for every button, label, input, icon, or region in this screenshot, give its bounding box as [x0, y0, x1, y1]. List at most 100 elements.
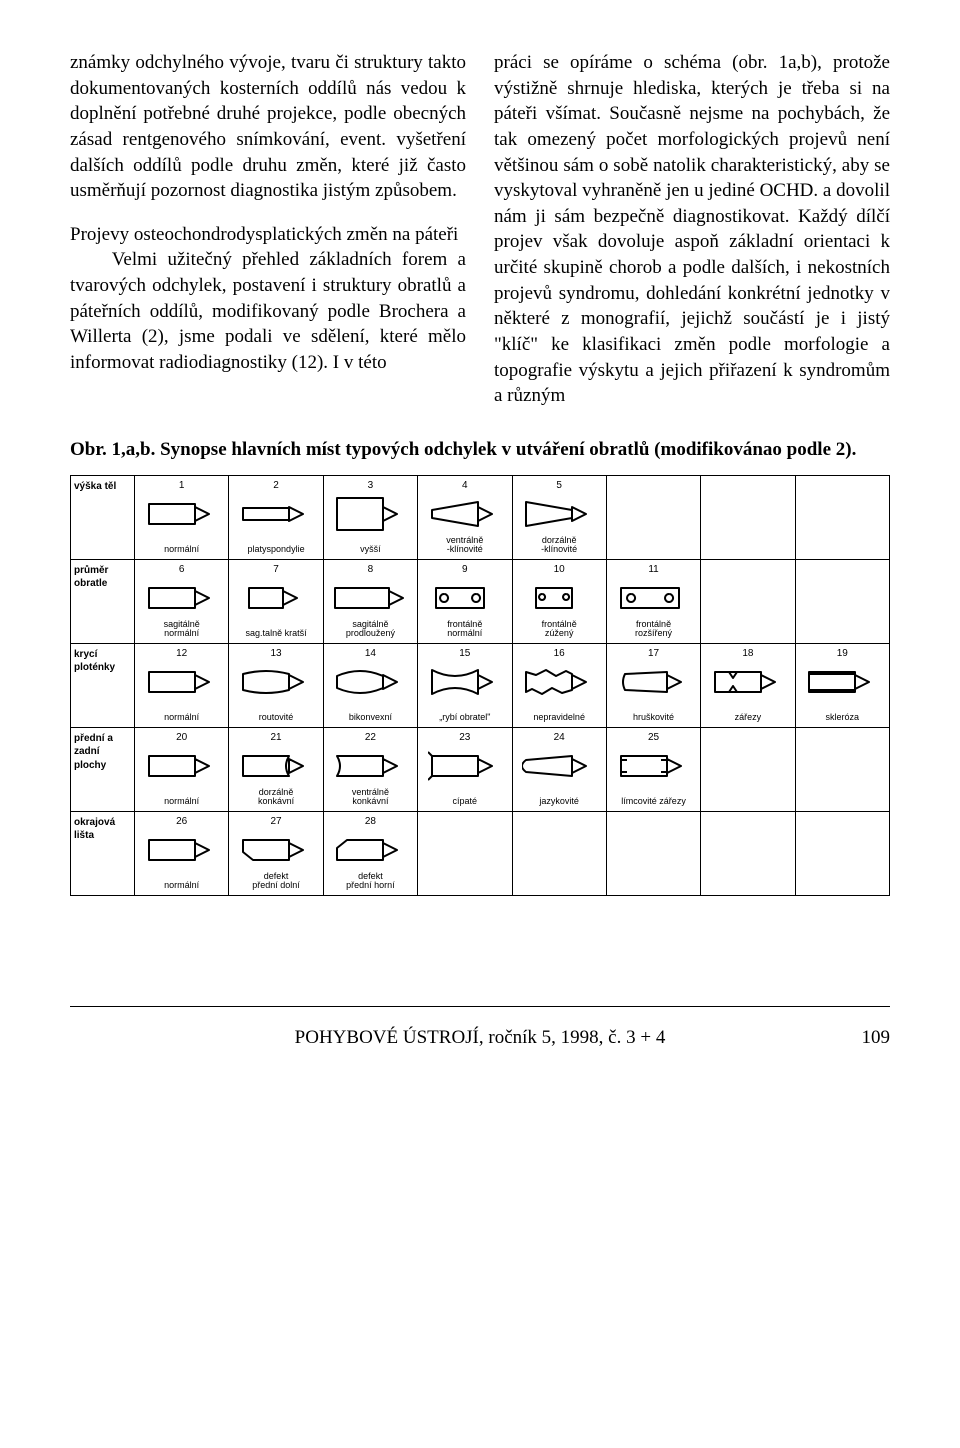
figure-cell-label: ventrálněkonkávní — [326, 788, 415, 807]
figure-cell: 22ventrálněkonkávní — [323, 727, 417, 811]
vertebra-shape-icon — [333, 494, 407, 534]
figure-cell — [606, 811, 700, 895]
figure-cell: 6sagitálněnormální — [135, 559, 229, 643]
vertebra-shape-icon — [522, 494, 596, 534]
figure-cell — [701, 811, 795, 895]
figure-1ab: výška těl1normální2platyspondylie3vyšší4… — [70, 475, 890, 896]
figure-cell: 2platyspondylie — [229, 475, 323, 559]
figure-cell — [701, 727, 795, 811]
figure-cell: 23cípaté — [418, 727, 512, 811]
figure-cell-number: 17 — [648, 647, 659, 661]
figure-cell-label: nepravidelné — [515, 713, 604, 722]
vertebra-shape-icon — [428, 746, 502, 786]
figure-cell: 28 defektpřední horní — [323, 811, 417, 895]
figure-cell-number: 18 — [742, 647, 753, 661]
figure-cell-label: skleróza — [798, 713, 887, 722]
figure-cell: 21 dorzálněkonkávní — [229, 727, 323, 811]
figure-cell-label: sagitálněnormální — [137, 620, 226, 639]
figure-cell-label: jazykovité — [515, 797, 604, 806]
figure-cell-label: cípaté — [420, 797, 509, 806]
figure-cell-number: 2 — [273, 479, 279, 493]
figure-row-head: průměrobratle — [71, 559, 135, 643]
figure-cell-label: bikonvexní — [326, 713, 415, 722]
figure-cell-number: 12 — [176, 647, 187, 661]
figure-cell: 16 nepravidelné — [512, 643, 606, 727]
vertebra-shape-icon — [145, 494, 219, 534]
figure-cell: 10frontálnězúžený — [512, 559, 606, 643]
vertebra-shape-icon — [239, 494, 313, 534]
figure-cell-label: frontálněnormální — [420, 620, 509, 639]
figure-cell-number: 21 — [271, 731, 282, 745]
figure-cell-number: 28 — [365, 815, 376, 829]
figure-cell-label: frontálněrozšířený — [609, 620, 698, 639]
vertebra-shape-icon — [145, 830, 219, 870]
figure-cell: 5dorzálně-klínovité — [512, 475, 606, 559]
vertebra-shape-icon — [239, 662, 313, 702]
figure-cell-number: 16 — [554, 647, 565, 661]
figure-cell-number: 25 — [648, 731, 659, 745]
vertebra-shape-icon — [617, 578, 691, 618]
figure-cell: 9frontálněnormální — [418, 559, 512, 643]
figure-cell: 19 skleróza — [795, 643, 889, 727]
figure-cell-label: normální — [137, 881, 226, 890]
vertebra-shape-icon — [805, 662, 879, 702]
vertebra-shape-icon — [617, 662, 691, 702]
vertebra-shape-icon — [522, 662, 596, 702]
figure-cell-label: „rybí obratel" — [420, 713, 509, 722]
figure-cell — [795, 727, 889, 811]
figure-cell: 18zářezy — [701, 643, 795, 727]
figure-cell: 14 bikonvexní — [323, 643, 417, 727]
figure-row-head: přední azadní plochy — [71, 727, 135, 811]
figure-cell: 7sag.talně kratší — [229, 559, 323, 643]
figure-cell-number: 24 — [554, 731, 565, 745]
figure-cell: 4 ventrálně-klínovité — [418, 475, 512, 559]
figure-cell-label: ventrálně-klínovité — [420, 536, 509, 555]
figure-row-head: okrajoválišta — [71, 811, 135, 895]
figure-cell — [701, 475, 795, 559]
vertebra-shape-icon — [239, 746, 313, 786]
figure-cell-number: 1 — [179, 479, 185, 493]
footer-page-number: 109 — [753, 1025, 890, 1051]
vertebra-shape-icon — [145, 662, 219, 702]
vertebra-shape-icon — [428, 662, 502, 702]
vertebra-shape-icon — [239, 578, 313, 618]
figure-cell-label: dorzálněkonkávní — [231, 788, 320, 807]
text-columns: známky odchylného vývoje, tvaru či struk… — [70, 50, 890, 409]
figure-cell-label: sagitálněprodloužený — [326, 620, 415, 639]
figure-cell-number: 19 — [837, 647, 848, 661]
figure-cell: 27defektpřední dolní — [229, 811, 323, 895]
figure-cell-label: defektpřední horní — [326, 872, 415, 891]
caption-prefix: Obr. 1,a,b. — [70, 439, 155, 460]
figure-table: výška těl1normální2platyspondylie3vyšší4… — [70, 475, 890, 896]
page-footer: POHYBOVÉ ÚSTROJÍ, ročník 5, 1998, č. 3 +… — [70, 1025, 890, 1051]
right-para: práci se opíráme o schéma (obr. 1a,b), p… — [494, 50, 890, 409]
figure-cell-number: 4 — [462, 479, 468, 493]
figure-cell-label: vyšší — [326, 545, 415, 554]
vertebra-shape-icon — [428, 578, 502, 618]
figure-cell-number: 11 — [648, 563, 658, 577]
figure-cell: 13routovité — [229, 643, 323, 727]
vertebra-shape-icon — [145, 578, 219, 618]
figure-cell: 15 „rybí obratel" — [418, 643, 512, 727]
caption-text: Synopse hlavních míst typových odchylek … — [155, 439, 856, 460]
figure-cell-number: 3 — [368, 479, 374, 493]
vertebra-shape-icon — [239, 830, 313, 870]
vertebra-shape-icon — [145, 746, 219, 786]
footer-center: POHYBOVÉ ÚSTROJÍ, ročník 5, 1998, č. 3 +… — [207, 1025, 754, 1051]
figure-cell-number: 8 — [368, 563, 374, 577]
figure-cell: 3 vyšší — [323, 475, 417, 559]
figure-row-head: výška těl — [71, 475, 135, 559]
figure-cell-number: 14 — [365, 647, 376, 661]
left-para1: známky odchylného vývoje, tvaru či struk… — [70, 50, 466, 204]
figure-cell: 17hruškovité — [606, 643, 700, 727]
figure-cell-number: 15 — [459, 647, 470, 661]
figure-cell: 25límcovité zářezy — [606, 727, 700, 811]
figure-cell: 24 jazykovité — [512, 727, 606, 811]
right-column: práci se opíráme o schéma (obr. 1a,b), p… — [494, 50, 890, 409]
figure-cell: 11 frontálněrozšířený — [606, 559, 700, 643]
figure-cell — [512, 811, 606, 895]
vertebra-shape-icon — [333, 662, 407, 702]
figure-cell-label: normální — [137, 713, 226, 722]
figure-cell — [701, 559, 795, 643]
figure-cell-label: normální — [137, 797, 226, 806]
